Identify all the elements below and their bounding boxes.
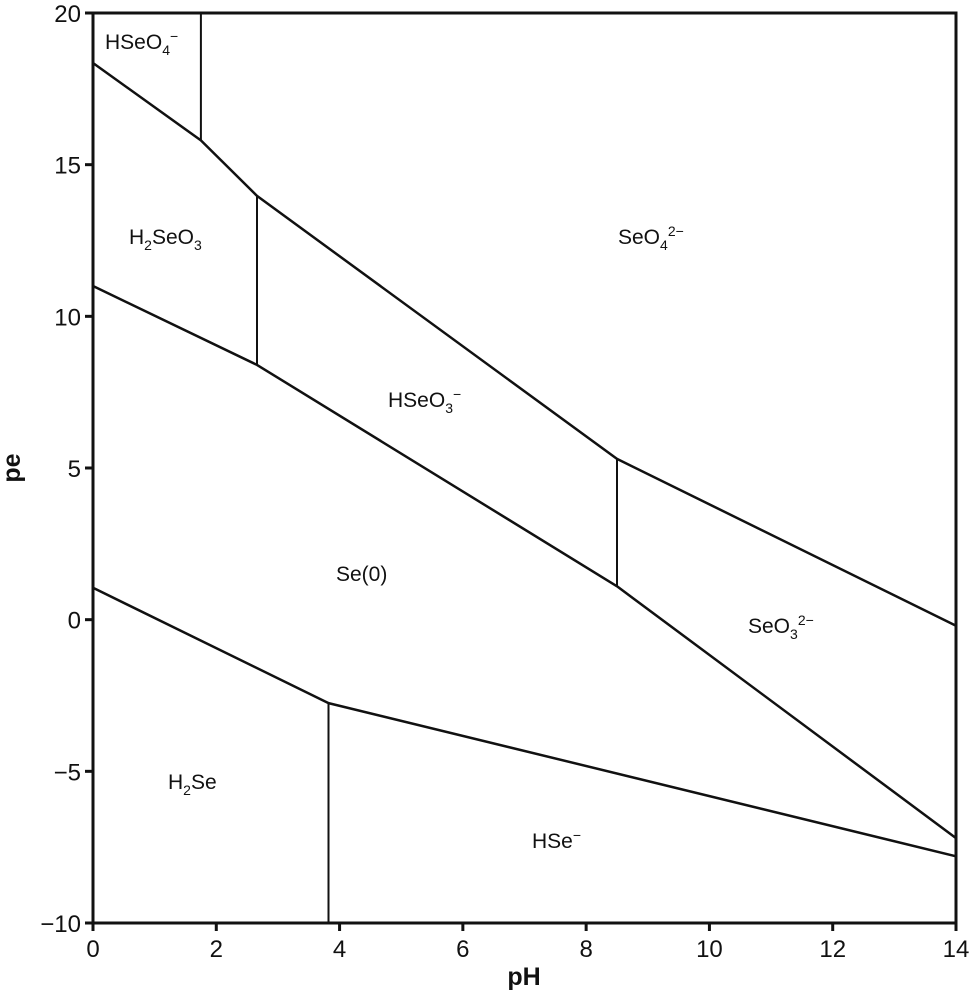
plot-frame — [91, 11, 958, 925]
boundary-line-1 — [92, 284, 957, 840]
x-tick-label: 0 — [86, 936, 99, 963]
axis-ticks: 0 2 4 6 8 10 12 14 −10 −5 0 5 10 15 20 — [40, 1, 969, 963]
x-tick-label: 10 — [696, 936, 723, 963]
region-label-seo3: SeO32− — [748, 612, 814, 642]
x-tick-label: 4 — [333, 936, 346, 963]
x-tick-label: 14 — [943, 936, 970, 963]
y-tick-label: 15 — [54, 153, 81, 180]
x-axis-title: pH — [507, 963, 540, 991]
y-tick-label: 10 — [54, 304, 81, 331]
region-label-hse: HSe− — [532, 827, 581, 853]
x-tick-label: 8 — [579, 936, 592, 963]
region-label-seo4: SeO42− — [618, 223, 684, 253]
region-label-h2seo3: H2SeO3 — [129, 226, 202, 253]
x-tick-label: 6 — [456, 936, 469, 963]
x-tick-label: 12 — [819, 936, 846, 963]
boundary-line-0 — [92, 61, 957, 627]
y-axis-title: pe — [0, 453, 26, 482]
region-label-se0: Se(0) — [336, 563, 387, 586]
y-tick-label: −10 — [40, 911, 81, 938]
region-label-hseo4: HSeO4− — [105, 28, 178, 58]
boundary-line-2 — [92, 586, 957, 858]
y-tick-label: −5 — [54, 759, 81, 786]
x-tick-label: 2 — [210, 936, 223, 963]
region-label-hseo3: HSeO3− — [388, 386, 461, 416]
y-tick-label: 5 — [68, 456, 81, 483]
y-tick-label: 0 — [68, 608, 81, 635]
y-tick-label: 20 — [54, 1, 81, 28]
region-label-h2se: H2Se — [168, 771, 217, 798]
boundary-lines — [92, 13, 957, 923]
